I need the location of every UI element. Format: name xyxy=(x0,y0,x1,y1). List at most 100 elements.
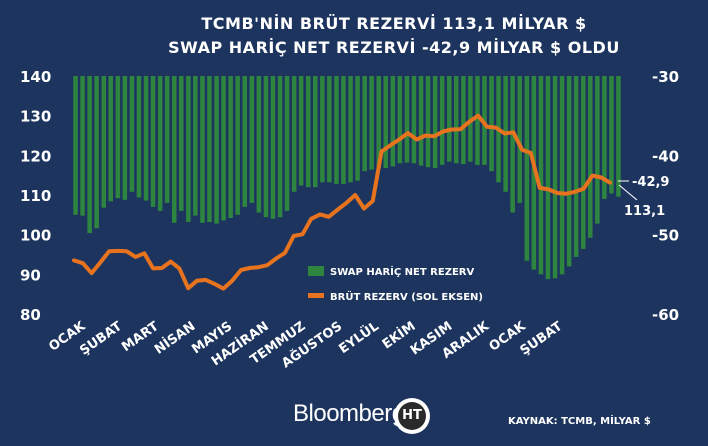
net-reserve-bar xyxy=(94,76,99,229)
net-reserve-bar xyxy=(235,76,240,215)
net-reserve-bar xyxy=(376,76,381,168)
net-reserve-bar xyxy=(425,76,431,168)
ht-logo-icon: HT xyxy=(394,398,430,434)
net-reserve-bar xyxy=(397,76,403,164)
net-reserve-bar xyxy=(454,76,459,164)
net-reserve-bar xyxy=(221,76,226,221)
legend-swatch-gross-reserve xyxy=(308,293,324,298)
ht-logo-text: HT xyxy=(398,402,426,430)
net-reserve-bar xyxy=(390,76,396,167)
net-reserve-bar xyxy=(383,76,388,168)
net-reserve-bar xyxy=(327,76,332,183)
net-reserve-bar xyxy=(172,76,177,223)
bloomberg-logo: Bloomberg xyxy=(293,400,405,427)
right-axis-tick-label: -30 xyxy=(652,68,679,86)
net-reserve-bar xyxy=(411,76,417,164)
net-reserve-bar xyxy=(73,76,78,215)
net-reserve-bar xyxy=(256,76,262,213)
net-reserve-bar xyxy=(122,76,128,200)
net-reserve-bar xyxy=(143,76,149,201)
net-reserve-bar xyxy=(214,76,219,224)
net-reserve-bar xyxy=(461,76,466,165)
right-axis-tick-label: -50 xyxy=(652,227,679,245)
net-reserve-bar xyxy=(616,76,621,197)
net-reserve-bar xyxy=(588,76,593,238)
x-axis-label: EYLÜL xyxy=(336,318,382,357)
net-reserve-bar xyxy=(404,76,410,163)
net-reserve-bar xyxy=(447,76,452,162)
x-axis-label: NİSAN xyxy=(151,318,198,358)
net-reserve-bar xyxy=(545,76,551,280)
net-reserve-bar xyxy=(369,76,374,170)
net-reserve-bar xyxy=(489,76,494,172)
x-axis-label: ŞUBAT xyxy=(518,319,566,359)
left-axis-tick-label: 100 xyxy=(20,227,51,245)
net-reserve-bar xyxy=(193,76,198,216)
net-reserve-bar xyxy=(298,76,304,186)
net-reserve-bar xyxy=(270,76,276,219)
net-reserve-bar xyxy=(277,76,283,218)
net-reserve-bar xyxy=(581,76,586,249)
x-axis-label: ŞUBAT xyxy=(77,319,125,359)
net-reserve-bar xyxy=(80,76,85,216)
net-reserve-bar xyxy=(517,76,522,203)
net-reserve-bar xyxy=(510,76,515,213)
net-reserve-bar xyxy=(129,76,135,192)
net-reserve-bar xyxy=(108,76,113,202)
net-reserve-bar xyxy=(432,76,438,168)
source-note: KAYNAK: TCMB, MİLYAR $ xyxy=(508,416,651,427)
net-reserve-bar xyxy=(538,76,544,275)
net-reserve-bar xyxy=(552,76,558,279)
legend-label-net-reserve: SWAP HARİÇ NET REZERV xyxy=(330,264,474,278)
net-reserve-bar xyxy=(164,76,170,203)
net-reserve-bar xyxy=(334,76,339,184)
left-axis-tick-label: 80 xyxy=(20,306,41,324)
net-reserve-bar xyxy=(115,76,121,199)
net-reserve-bar xyxy=(348,76,353,183)
net-reserve-bar xyxy=(157,76,163,211)
chart-title-line-2: SWAP HARİÇ NET REZERVİ -42,9 MİLYAR $ OL… xyxy=(168,38,620,57)
net-reserve-bar xyxy=(439,76,445,165)
net-reserve-bar xyxy=(242,76,247,207)
net-reserve-bar xyxy=(320,76,325,183)
right-axis-tick-label: -60 xyxy=(652,306,679,324)
gross-end-leader-line xyxy=(618,184,638,201)
net-reserve-bar xyxy=(559,76,565,275)
left-axis-tick-label: 90 xyxy=(20,266,41,284)
legend-swatch-net-reserve xyxy=(308,266,324,276)
net-reserve-bar xyxy=(595,76,600,224)
net-reserve-bar xyxy=(263,76,269,218)
net-reserve-bar xyxy=(355,76,360,181)
chart-title-line-1: TCMB'NİN BRÜT REZERVİ 113,1 MİLYAR $ xyxy=(201,14,587,33)
gross-reserve-line xyxy=(72,113,612,291)
net-reserve-bar xyxy=(475,76,480,165)
left-axis-tick-label: 130 xyxy=(20,108,51,126)
net-reserve-bar xyxy=(136,76,142,198)
net-reserve-bar xyxy=(566,76,572,267)
net-reserve-bar xyxy=(313,76,318,188)
net-reserve-end-label: -42,9 xyxy=(632,175,669,190)
left-axis-tick-label: 140 xyxy=(20,68,51,86)
legend-label-gross-reserve: BRÜT REZERV (SOL EKSEN) xyxy=(330,289,483,303)
net-reserve-bar xyxy=(573,76,579,257)
net-reserve-bar xyxy=(291,76,297,192)
net-reserve-bar xyxy=(179,76,184,211)
net-reserve-bar xyxy=(341,76,346,184)
net-reserve-bar xyxy=(101,76,106,208)
net-reserve-bar xyxy=(207,76,212,222)
net-reserve-bar xyxy=(284,76,290,211)
right-axis-tick-label: -40 xyxy=(652,147,679,165)
net-reserve-bar xyxy=(228,76,233,218)
left-axis-tick-label: 110 xyxy=(20,187,51,205)
net-reserve-bar xyxy=(87,76,92,234)
net-reserve-bar xyxy=(524,76,530,261)
net-reserve-bar xyxy=(186,76,191,222)
net-reserve-bar xyxy=(609,76,614,194)
left-axis-tick-label: 120 xyxy=(20,147,51,165)
net-reserve-bar xyxy=(418,76,424,166)
net-reserve-bar xyxy=(200,76,205,223)
gross-reserve-end-label: 113,1 xyxy=(624,204,665,219)
net-reserve-bar xyxy=(362,76,367,172)
